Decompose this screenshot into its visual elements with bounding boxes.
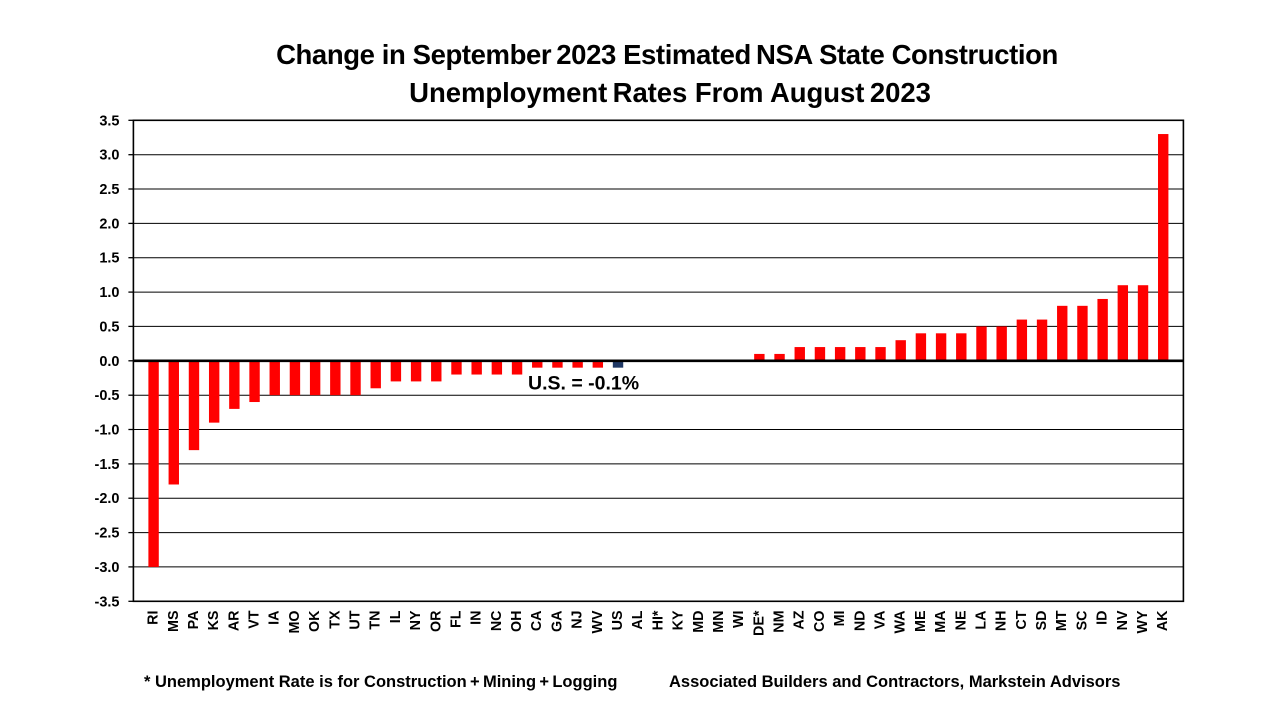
svg-text:OR: OR: [428, 610, 444, 632]
svg-text:WV: WV: [590, 610, 606, 633]
svg-text:1.5: 1.5: [99, 251, 119, 267]
svg-text:ID: ID: [1095, 611, 1111, 625]
svg-text:ME: ME: [913, 611, 929, 632]
svg-text:NJ: NJ: [570, 611, 586, 629]
svg-text:GA: GA: [549, 611, 565, 632]
svg-text:MT: MT: [1054, 610, 1070, 631]
svg-text:MI: MI: [832, 610, 848, 626]
svg-text:CA: CA: [529, 611, 545, 632]
svg-text:KS: KS: [206, 611, 222, 631]
svg-text:ND: ND: [852, 611, 868, 632]
svg-text:2.5: 2.5: [99, 182, 119, 198]
svg-text:NY: NY: [408, 610, 424, 630]
svg-text:UT: UT: [348, 610, 364, 629]
svg-text:-3.0: -3.0: [95, 560, 120, 576]
svg-text:NM: NM: [772, 611, 788, 633]
svg-text:IA: IA: [267, 611, 283, 625]
svg-text:NC: NC: [489, 611, 505, 632]
svg-text:-3.5: -3.5: [95, 594, 120, 610]
svg-text:MN: MN: [711, 611, 727, 633]
svg-text:MO: MO: [287, 611, 303, 634]
svg-text:US: US: [610, 611, 626, 631]
svg-text:CT: CT: [1014, 610, 1030, 629]
svg-text:PA: PA: [186, 611, 202, 630]
svg-text:U.S. = -0.1%: U.S. = -0.1%: [528, 373, 639, 395]
svg-text:WA: WA: [893, 611, 909, 634]
svg-text:OH: OH: [509, 611, 525, 632]
svg-text:-2.5: -2.5: [95, 526, 120, 542]
svg-text:0.5: 0.5: [99, 319, 119, 335]
svg-text:FL: FL: [449, 610, 465, 628]
svg-text:OK: OK: [307, 610, 323, 632]
svg-text:HI*: HI*: [650, 610, 666, 630]
svg-text:NV: NV: [1115, 610, 1131, 630]
svg-text:AL: AL: [630, 610, 646, 629]
svg-text:WI: WI: [731, 610, 747, 627]
svg-text:TN: TN: [368, 611, 384, 630]
svg-text:AK: AK: [1155, 610, 1171, 631]
svg-text:3.5: 3.5: [99, 113, 119, 129]
svg-text:IN: IN: [469, 611, 485, 625]
svg-text:SD: SD: [1034, 611, 1050, 631]
svg-text:CO: CO: [812, 611, 828, 632]
svg-text:DE*: DE*: [751, 610, 767, 636]
svg-text:IL: IL: [388, 610, 404, 623]
svg-text:MD: MD: [691, 611, 707, 633]
svg-text:VT: VT: [247, 610, 263, 629]
svg-text:RI: RI: [146, 610, 162, 624]
svg-text:TX: TX: [327, 610, 343, 629]
svg-text:1.0: 1.0: [99, 285, 119, 301]
svg-text:-0.5: -0.5: [95, 388, 120, 404]
svg-text:MS: MS: [166, 611, 182, 632]
svg-text:KY: KY: [671, 610, 687, 630]
svg-text:MA: MA: [933, 611, 949, 633]
svg-text:-2.0: -2.0: [95, 491, 120, 507]
svg-text:WY: WY: [1135, 610, 1151, 633]
svg-text:2.0: 2.0: [99, 216, 119, 232]
svg-text:3.0: 3.0: [99, 148, 119, 164]
svg-text:-1.5: -1.5: [95, 457, 120, 473]
svg-text:VA: VA: [873, 611, 889, 630]
svg-text:LA: LA: [974, 611, 990, 630]
svg-text:NE: NE: [953, 611, 969, 631]
svg-text:AR: AR: [226, 610, 242, 631]
svg-text:NH: NH: [994, 611, 1010, 632]
svg-text:SC: SC: [1074, 611, 1090, 631]
svg-text:0.0: 0.0: [99, 354, 119, 370]
svg-text:-1.0: -1.0: [95, 423, 120, 439]
svg-text:AZ: AZ: [792, 610, 808, 629]
